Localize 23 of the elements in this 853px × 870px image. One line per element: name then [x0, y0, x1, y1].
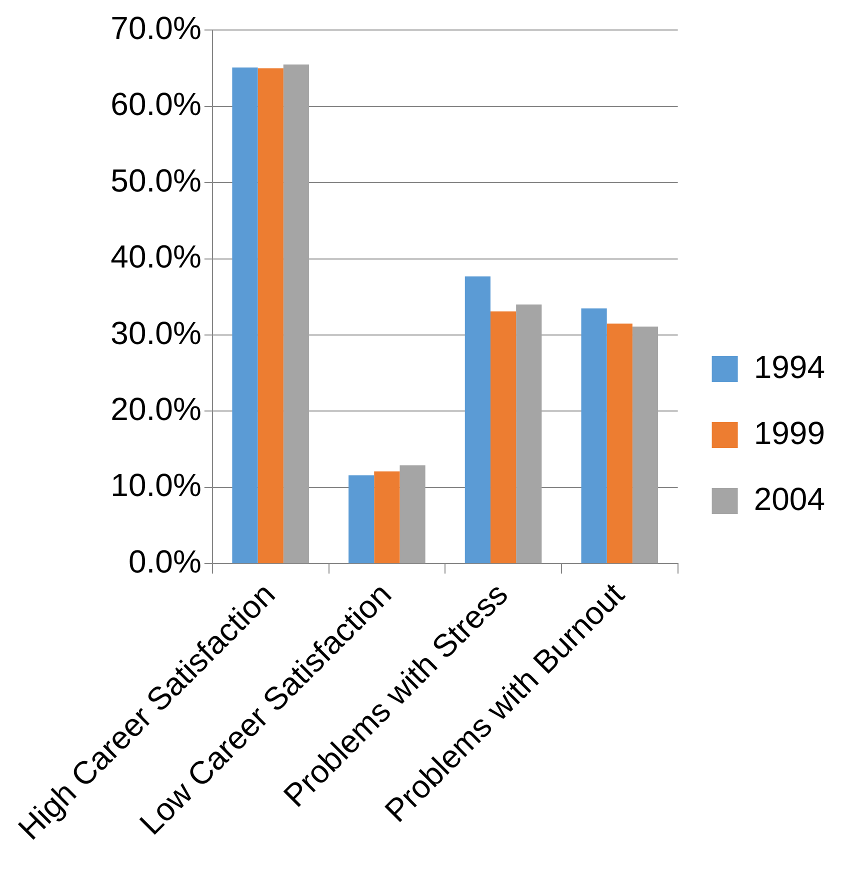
bar [581, 308, 607, 564]
y-tick-label: 50.0% [110, 162, 202, 198]
legend-label: 2004 [754, 480, 825, 517]
bar [374, 471, 400, 564]
bar [490, 311, 516, 564]
y-tick-label: 20.0% [110, 391, 202, 428]
bar [606, 324, 632, 564]
bar [464, 276, 490, 564]
bar [348, 475, 374, 564]
legend-label: 1999 [754, 414, 825, 451]
y-tick-label: 10.0% [110, 467, 202, 504]
y-tick-label: 30.0% [110, 314, 202, 351]
bar [258, 68, 284, 564]
bar [632, 326, 658, 564]
y-tick-label: 60.0% [110, 86, 202, 122]
y-tick-label: 0.0% [128, 543, 202, 580]
bar [283, 64, 309, 564]
legend-label: 1994 [754, 348, 825, 385]
bar [232, 68, 258, 564]
y-tick-label: 40.0% [110, 238, 202, 275]
y-tick-label: 70.0% [110, 10, 202, 46]
bar [400, 465, 426, 564]
bar [516, 304, 542, 564]
